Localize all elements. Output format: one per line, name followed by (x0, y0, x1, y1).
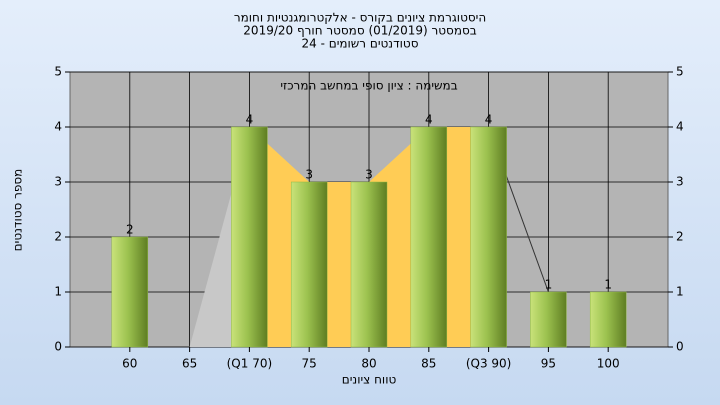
bar (350, 181, 388, 348)
y2-tick-label: 5 (676, 65, 684, 79)
x-tick-label: 65 (182, 357, 197, 371)
value-label: 3 (305, 168, 313, 182)
value-label: 4 (246, 113, 254, 127)
bar (410, 126, 448, 348)
bar (290, 181, 328, 348)
value-label: 1 (604, 278, 612, 292)
value-label: 4 (425, 113, 433, 127)
y2-tick-label: 1 (676, 285, 684, 299)
bar (589, 291, 627, 348)
y-tick-label: 4 (54, 120, 62, 134)
title-line: סטודנטים רשומים - 24 (301, 37, 418, 51)
x-axis-label: טווח ציונים (342, 373, 397, 387)
bar (470, 126, 507, 348)
x-tick-label: (Q3 90) (466, 357, 512, 371)
y2-tick-label: 4 (676, 120, 684, 134)
value-label: 2 (126, 223, 134, 237)
y2-tick-label: 0 (676, 340, 684, 354)
bar (111, 236, 149, 348)
x-tick-label: (Q1 70) (227, 357, 273, 371)
y-tick-label: 0 (54, 340, 62, 354)
x-tick-label: 60 (122, 357, 137, 371)
bar (530, 291, 567, 348)
y-tick-label: 5 (54, 65, 62, 79)
x-tick-label: 80 (361, 357, 376, 371)
y-tick-label: 3 (54, 175, 62, 189)
x-tick-label: 95 (541, 357, 556, 371)
title-line: היסטוגרמת ציונים בקורס - אלקטרומגנטיות ו… (234, 11, 486, 25)
x-tick-label: 85 (421, 357, 436, 371)
value-label: 4 (485, 113, 493, 127)
value-label: 3 (365, 168, 373, 182)
bar (231, 126, 268, 348)
y-tick-label: 2 (54, 230, 62, 244)
x-tick-label: 75 (302, 357, 317, 371)
y2-tick-label: 2 (676, 230, 684, 244)
y-tick-label: 1 (54, 285, 62, 299)
title-line: בסמסטר (01/2019) סמסטר חורף 2019/20 (243, 24, 476, 38)
y2-tick-label: 3 (676, 175, 684, 189)
x-tick-label: 100 (597, 357, 620, 371)
y-axis-label: מספר סטודנטים (11, 169, 25, 252)
value-label: 1 (545, 278, 553, 292)
